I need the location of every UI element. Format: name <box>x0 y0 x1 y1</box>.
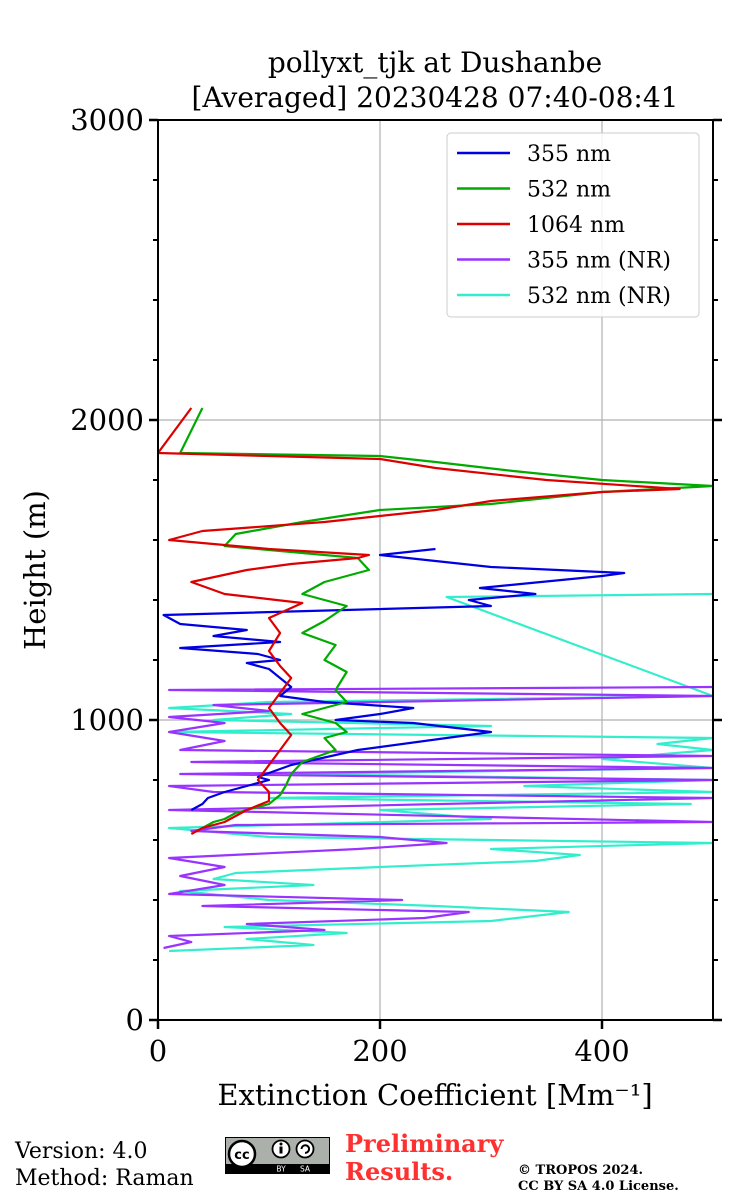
preliminary-line1: Preliminary <box>345 1129 504 1158</box>
copyright-note: © TROPOS 2024. CC BY SA 4.0 License. <box>518 1163 679 1195</box>
preliminary-results-note: Preliminary Results. <box>345 1130 503 1186</box>
x-axis-label: Extinction Coefficient [Mm⁻¹] <box>217 1078 652 1112</box>
cc-icon: cc <box>234 1148 249 1163</box>
method-line: Method: Raman <box>15 1166 194 1191</box>
series-line-532-nm-nr <box>168 592 713 953</box>
series-lines <box>158 407 713 953</box>
copyright-line1: © TROPOS 2024. <box>518 1163 644 1178</box>
legend-label: 1064 nm <box>527 213 625 238</box>
x-tick-label: 400 <box>574 1034 629 1068</box>
x-tick-label: 0 <box>149 1034 167 1068</box>
chart-title-line2: [Averaged] 20230428 07:40-08:41 <box>192 81 679 114</box>
cc-license-badge: cc BY SA <box>225 1137 330 1174</box>
preliminary-line2: Results. <box>345 1157 454 1186</box>
y-tick-label: 0 <box>126 1003 144 1037</box>
axis-ticks: 0 1000 2000 3000 0 200 400 <box>70 103 722 1068</box>
series-line-1064-nm <box>158 407 681 835</box>
share-alike-icon <box>295 1139 315 1159</box>
plot-frame <box>157 119 714 1021</box>
copyright-line2: CC BY SA 4.0 License. <box>518 1179 679 1194</box>
by-label: BY <box>276 1165 286 1174</box>
legend-label: 532 nm (NR) <box>527 284 671 309</box>
legend-label: 355 nm (NR) <box>527 249 671 274</box>
sa-label: SA <box>300 1165 311 1174</box>
y-tick-label: 3000 <box>70 103 144 137</box>
version-info: Version: 4.0 Method: Raman <box>15 1138 194 1192</box>
chart-title-line1: pollyxt_tjk at Dushanbe <box>268 46 602 79</box>
series-line-355-nm-nr <box>163 685 713 950</box>
y-axis-label: Height (m) <box>18 490 52 650</box>
y-tick-label: 1000 <box>70 703 144 737</box>
version-line: Version: 4.0 <box>15 1139 148 1164</box>
legend-box <box>446 132 700 318</box>
series-group <box>158 407 713 953</box>
x-tick-label: 200 <box>352 1034 407 1068</box>
legend-label: 532 nm <box>527 178 611 203</box>
y-tick-label: 2000 <box>70 403 144 437</box>
legend: 355 nm 532 nm 1064 nm 355 nm (NR) 532 nm (NR… <box>446 132 700 318</box>
series-line-355-nm <box>162 547 626 811</box>
legend-label: 355 nm <box>527 142 611 167</box>
